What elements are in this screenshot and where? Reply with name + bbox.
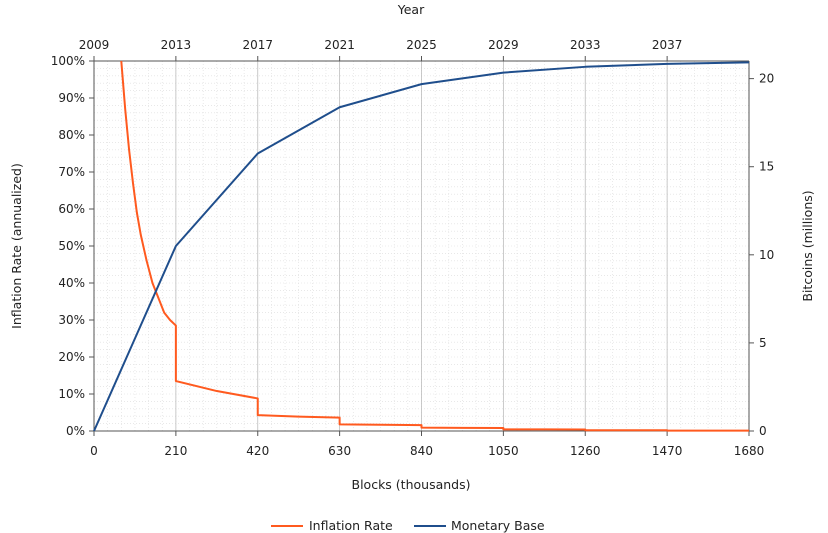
- y-right-tick-label: 10: [759, 248, 774, 262]
- top-tick-label: 2009: [79, 38, 110, 52]
- legend-label-monetary: Monetary Base: [451, 518, 545, 533]
- x-tick-label: 0: [90, 444, 98, 458]
- x-tick-label: 1680: [734, 444, 765, 458]
- y-left-tick-label: 60%: [58, 202, 85, 216]
- top-tick-label: 2033: [570, 38, 601, 52]
- y-left-axis-title: Inflation Rate (annualized): [9, 163, 24, 329]
- x-tick-label: 840: [410, 444, 433, 458]
- top-tick-label: 2017: [242, 38, 273, 52]
- y-left-tick-label: 30%: [58, 313, 85, 327]
- y-left-tick-label: 90%: [58, 91, 85, 105]
- y-right-tick-label: 5: [759, 336, 767, 350]
- legend-label-inflation: Inflation Rate: [309, 518, 393, 533]
- y-left-tick-label: 50%: [58, 239, 85, 253]
- grid: [93, 60, 750, 432]
- x-tick-label: 1260: [570, 444, 601, 458]
- series-line-inflation-rate: [120, 60, 749, 432]
- x-axis-title: Blocks (thousands): [352, 477, 471, 492]
- x-tick-label: 630: [328, 444, 351, 458]
- y-right-tick-label: 0: [759, 424, 767, 438]
- x-tick-label: 1050: [488, 444, 519, 458]
- y-left-tick-label: 100%: [51, 54, 85, 68]
- top-tick-label: 2037: [652, 38, 683, 52]
- top-axis-title: Year: [397, 2, 425, 17]
- series: [93, 60, 750, 432]
- x-tick-label: 210: [164, 444, 187, 458]
- top-tick-label: 2021: [324, 38, 355, 52]
- y-left-tick-label: 20%: [58, 350, 85, 364]
- y-left-tick-label: 10%: [58, 387, 85, 401]
- y-left-tick-label: 40%: [58, 276, 85, 290]
- y-right-tick-label: 15: [759, 160, 774, 174]
- top-tick-label: 2013: [161, 38, 192, 52]
- top-tick-label: 2029: [488, 38, 519, 52]
- x-tick-label: 420: [246, 444, 269, 458]
- y-left-tick-label: 0%: [66, 424, 85, 438]
- y-right-tick-label: 20: [759, 72, 774, 86]
- y-left-tick-label: 80%: [58, 128, 85, 142]
- y-left-tick-label: 70%: [58, 165, 85, 179]
- y-right-axis-title: Bitcoins (millions): [800, 190, 815, 301]
- top-tick-label: 2025: [406, 38, 437, 52]
- series-line-monetary-base: [93, 61, 750, 432]
- legend: Inflation Rate Monetary Base: [271, 518, 545, 533]
- x-tick-label: 1470: [652, 444, 683, 458]
